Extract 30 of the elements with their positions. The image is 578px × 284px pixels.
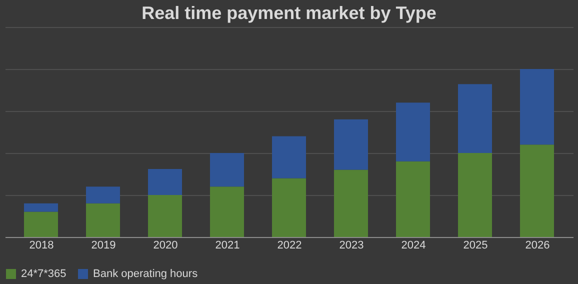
bar xyxy=(86,186,120,204)
x-tick-label: 2020 xyxy=(153,240,178,252)
bar xyxy=(458,84,492,153)
bar xyxy=(210,186,244,237)
bar xyxy=(148,168,182,195)
bar xyxy=(272,178,306,237)
x-tick-label: 2019 xyxy=(91,240,116,252)
bar xyxy=(520,69,554,145)
bar xyxy=(520,144,554,237)
x-tick-label: 2024 xyxy=(401,240,426,252)
x-tick-label: 2023 xyxy=(339,240,364,252)
bar xyxy=(272,136,306,178)
x-tick-label: 2025 xyxy=(463,240,488,252)
bar xyxy=(396,161,430,237)
bar xyxy=(334,170,368,237)
bar xyxy=(86,203,120,237)
legend-label: 24*7*365 xyxy=(21,268,66,280)
x-tick-label: 2026 xyxy=(525,240,550,252)
bar xyxy=(334,119,368,170)
bar xyxy=(458,153,492,237)
bar xyxy=(24,203,58,212)
bar xyxy=(210,153,244,187)
bar xyxy=(148,195,182,237)
chart-title: Real time payment market by Type xyxy=(142,3,436,23)
bar xyxy=(24,212,58,237)
legend-label: Bank operating hours xyxy=(93,268,198,280)
x-tick-label: 2021 xyxy=(215,240,240,252)
x-tick-label: 2022 xyxy=(277,240,302,252)
x-tick-label: 2018 xyxy=(29,240,54,252)
bar xyxy=(396,102,430,162)
